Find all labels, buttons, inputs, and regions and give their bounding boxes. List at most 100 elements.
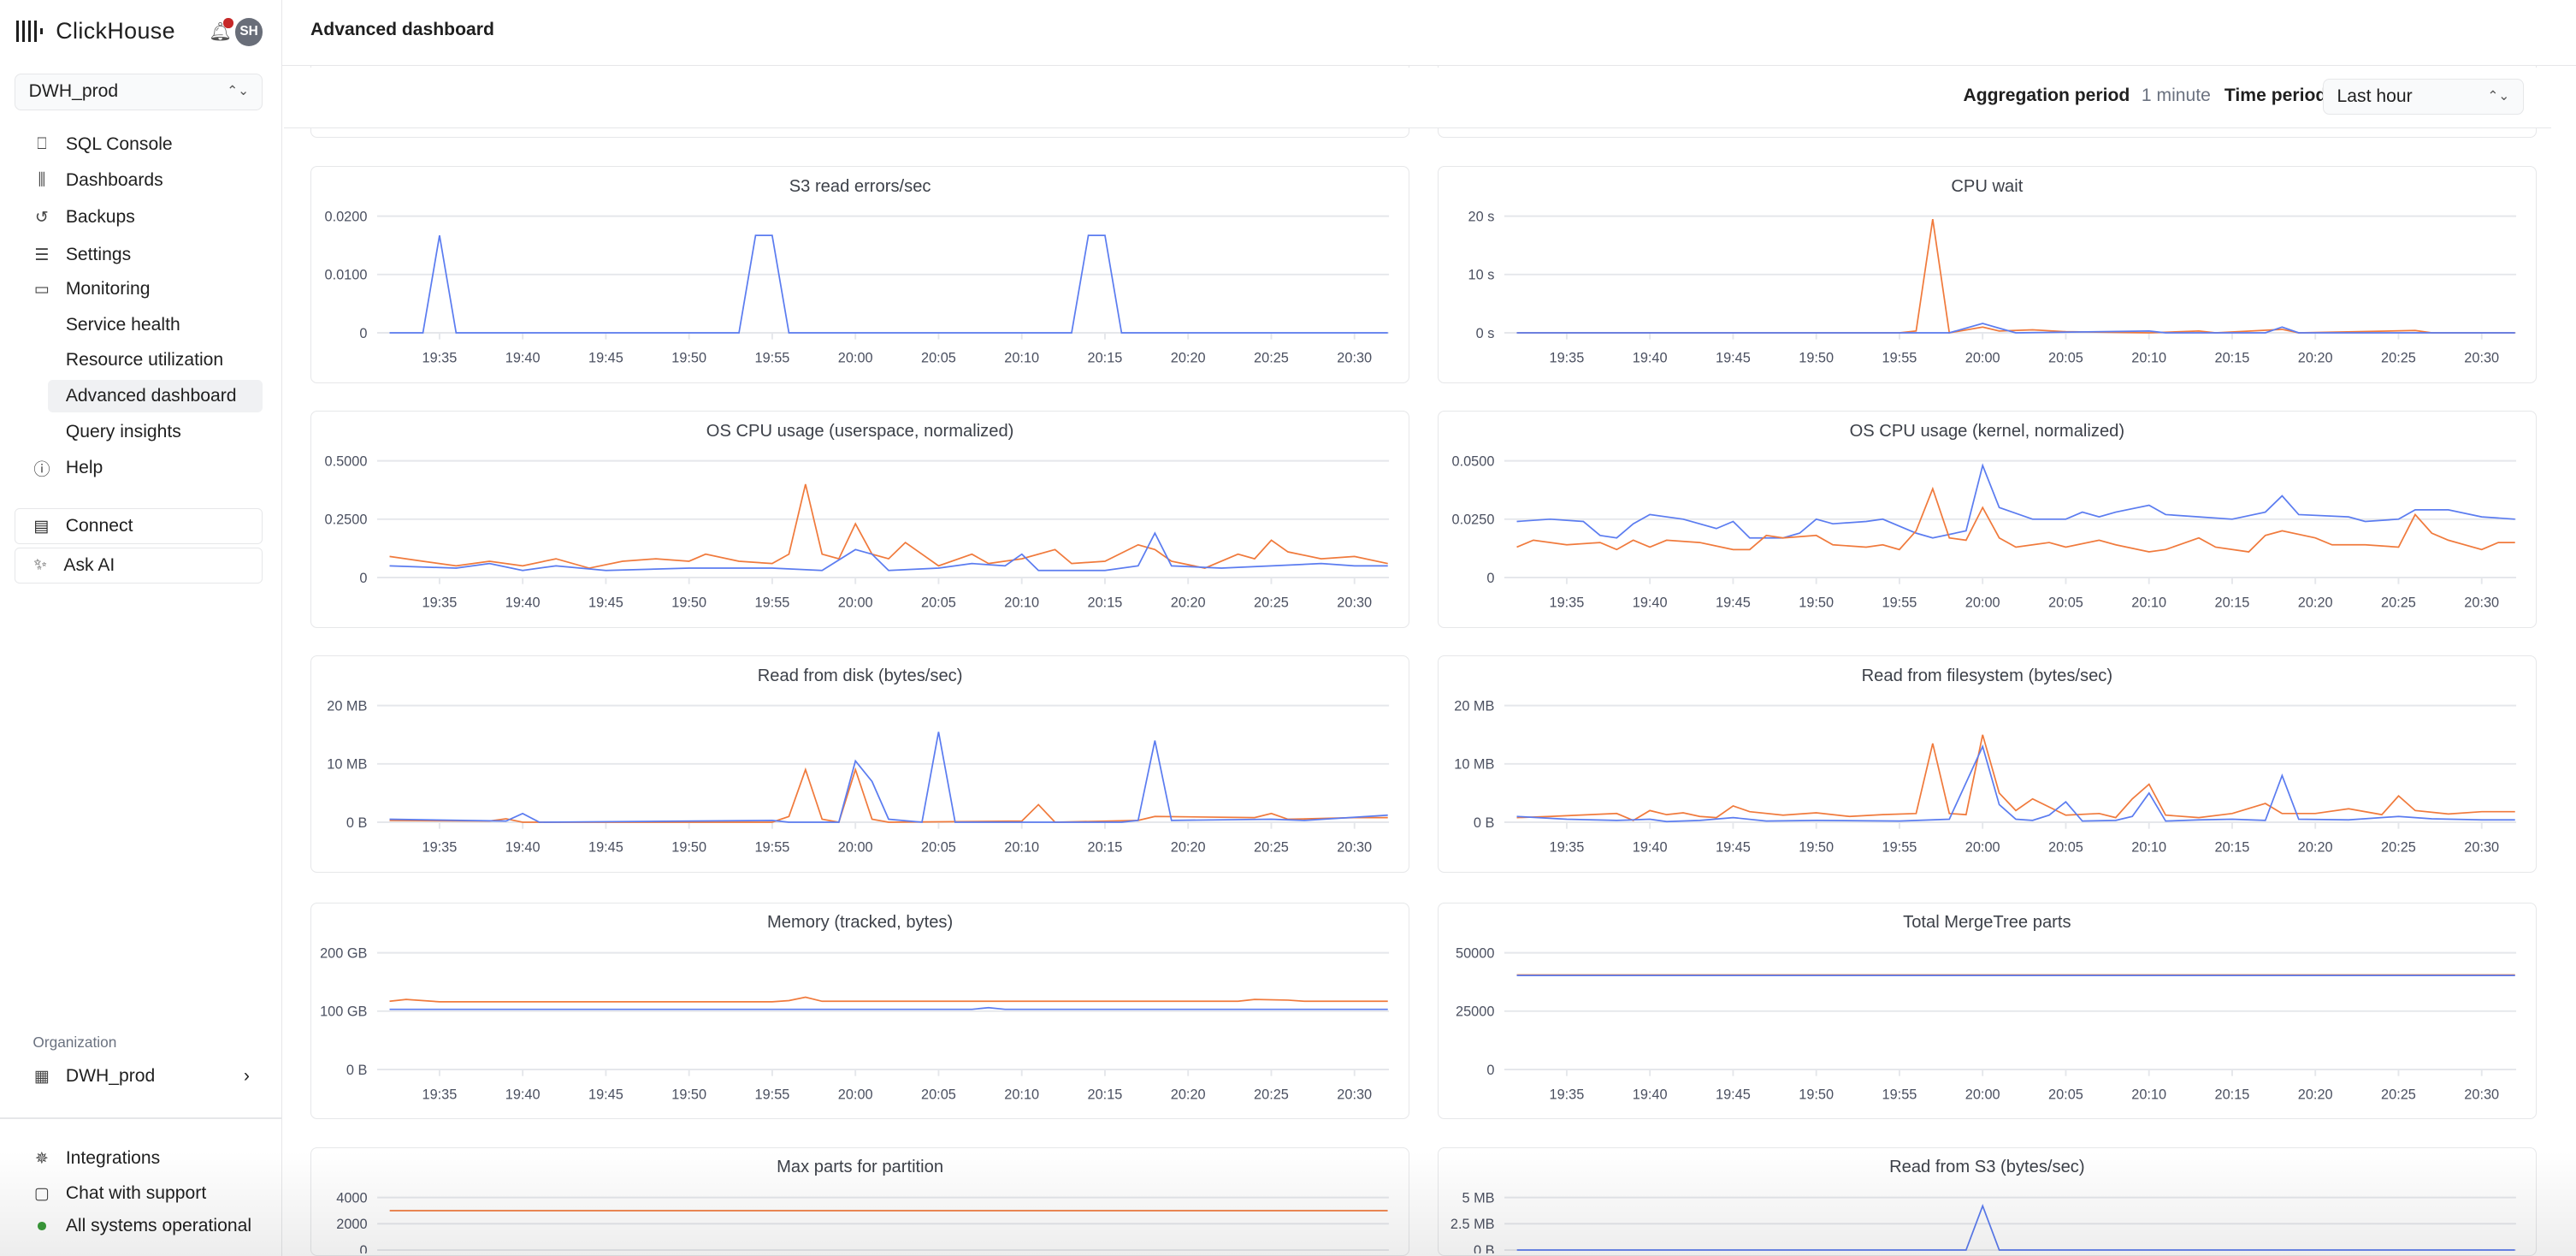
connect-button[interactable]: ▤ Connect [15,507,263,544]
sidebar-item-label: SQL Console [65,134,173,155]
sidebar-item-monitoring[interactable]: ▭ Monitoring [32,273,151,305]
x-tick-label: 20:25 [2381,840,2416,856]
x-tick-label: 19:40 [1633,840,1668,856]
x-tick-label: 20:05 [921,1087,956,1102]
y-tick-label: 2.5 MB [1450,1217,1495,1232]
x-tick-label: 19:50 [671,840,706,856]
sidebar-item-backups[interactable]: ↺ Backups [32,200,135,233]
x-tick-label: 20:20 [1171,595,1206,611]
organization-selector[interactable]: ▦ DWH_prod › [32,1060,250,1093]
x-tick-label: 20:30 [1337,595,1372,611]
series-line-1[interactable] [1516,744,2515,823]
series-line-1[interactable] [389,531,1388,572]
x-tick-label: 20:00 [838,840,873,856]
x-tick-label: 20:25 [1254,595,1289,611]
x-tick-label: 19:55 [1882,840,1917,856]
line-chart: 0 0.0100 0.0200 19:35 19:40 19:45 19:50 19:55 20… [325,209,1390,366]
x-tick-label: 20:30 [1337,351,1372,366]
y-tick-label: 0.0250 [1451,512,1494,528]
series-line-0[interactable] [389,996,1388,1003]
page-title: Advanced dashboard [310,20,494,40]
sidebar-item-settings[interactable]: ☰ Settings [32,239,131,271]
x-tick-label: 19:40 [505,1087,541,1102]
sidebar-item-chat-support[interactable]: ▢ Chat with support [32,1176,206,1209]
x-tick-label: 20:25 [2381,1087,2416,1102]
sidebar-item-integrations[interactable]: ✵ Integrations [32,1142,160,1175]
x-tick-label: 19:35 [422,840,458,856]
line-chart: 0 B 10 MB 20 MB 19:35 19:40 19:45 19:50 19:55 20… [1454,699,2516,856]
line-chart: 0 2000 4000 [336,1190,1389,1253]
chevron-up-down-icon: ⌃⌄ [227,84,249,99]
series-line-1[interactable] [389,732,1388,824]
ask-ai-button[interactable]: ✨︎ Ask AI [15,547,263,584]
clickhouse-logo[interactable]: ClickHouse [16,18,175,44]
sidebar-item-query-insights[interactable]: Query insights [65,422,181,442]
series-line-0[interactable] [1516,735,2515,822]
sidebar-item-label: Backups [65,206,135,227]
x-tick-label: 20:20 [2298,595,2333,611]
service-selector[interactable]: DWH_prod ⌃⌄ [15,74,263,110]
avatar[interactable]: SH [234,18,263,46]
x-tick-label: 20:05 [921,840,956,856]
x-tick-label: 20:00 [838,1087,873,1102]
x-tick-label: 20:00 [838,351,873,366]
series-line-1[interactable] [389,1006,1388,1010]
x-tick-label: 20:20 [1171,1087,1206,1102]
organization-name: DWH_prod [65,1066,156,1087]
series-line-0[interactable] [389,767,1388,824]
series-line-0[interactable] [1516,463,2515,539]
chart-title: Read from S3 (bytes/sec) [1889,1158,2085,1177]
sidebar-item-service-health[interactable]: Service health [65,315,180,335]
time-period-value: Last hour [2337,86,2413,106]
series-line-0[interactable] [1516,1203,2515,1251]
x-tick-label: 20:20 [1171,351,1206,366]
aggregation-value: 1 minute [2141,85,2211,105]
y-tick-label: 0.0500 [1451,454,1494,470]
sidebar-item-sql-console[interactable]: ⎕ SQL Console [32,128,172,161]
y-tick-label: 0 B [346,1062,368,1077]
series-line-0[interactable] [389,483,1388,570]
time-period-select[interactable]: Last hour ⌃⌄ [2323,79,2524,116]
series-line-0[interactable] [389,234,1388,334]
chart-card: OS CPU usage (userspace, normalized) 0 0.2… [310,411,1410,628]
x-tick-label: 20:15 [1088,840,1123,856]
x-tick-label: 20:25 [1254,1087,1289,1102]
x-tick-label: 19:40 [505,351,541,366]
chart-card: Read from disk (bytes/sec) 0 B 10 MB 20 MB 1… [310,655,1410,873]
chart-card: Read from filesystem (bytes/sec) 0 B 10 MB… [1437,655,2537,873]
y-tick-label: 0 [360,1243,368,1253]
x-tick-label: 19:45 [1716,840,1751,856]
x-tick-label: 20:20 [2298,840,2333,856]
x-tick-label: 20:00 [1965,351,2000,366]
x-tick-label: 19:35 [1549,595,1584,611]
series-line-0[interactable] [1516,218,2515,334]
chart-title: CPU wait [1951,176,2024,196]
system-status-link[interactable]: All systems operational [32,1210,251,1242]
chart-card: S3 read errors/sec 0 0.0100 0.0200 19:35 19:4… [310,166,1410,383]
y-tick-label: 0 s [1475,326,1494,341]
building-icon: ▦ [33,1068,50,1087]
series-line-1[interactable] [1515,486,2515,554]
line-chart: 0 B 2.5 MB 5 MB [1450,1190,2516,1253]
x-tick-label: 20:10 [2131,595,2166,611]
x-tick-label: 20:05 [921,595,956,611]
x-tick-label: 20:10 [1004,840,1039,856]
chart-title: Read from filesystem (bytes/sec) [1861,666,2113,685]
sidebar-item-advanced-dashboard[interactable]: Advanced dashboard [47,379,263,413]
y-tick-label: 2000 [336,1217,367,1232]
x-tick-label: 20:30 [1337,840,1372,856]
series-line-1[interactable] [1516,323,2515,334]
sidebar-item-resource-utilization[interactable]: Resource utilization [65,349,224,370]
puzzle-icon: ✵ [34,1150,49,1169]
x-tick-label: 20:05 [2048,595,2083,611]
chart-title: Memory (tracked, bytes) [766,913,954,933]
x-tick-label: 19:55 [755,840,790,856]
ask-ai-label: Ask AI [63,554,115,575]
y-tick-label: 0 B [346,815,368,831]
x-tick-label: 20:30 [2464,595,2499,611]
y-tick-label: 20 s [1468,209,1494,224]
x-tick-label: 19:40 [505,840,541,856]
sidebar-item-help[interactable]: ⓘ Help [32,452,103,484]
filter-bar: Aggregation period 1 minute Time period … [284,67,2552,128]
sidebar-item-dashboards[interactable]: ⫼ Dashboards [32,164,163,197]
